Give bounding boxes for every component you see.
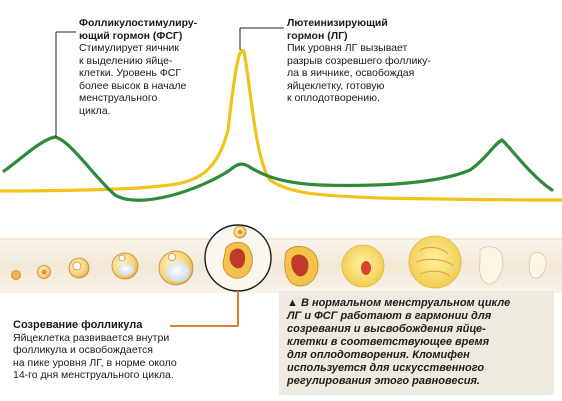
follicle-annotation: Созревание фолликула Яйцеклетка развивае… xyxy=(13,319,253,382)
fsh-description: Стимулирует яичник к выделению яйце- кле… xyxy=(79,42,187,117)
fsh-curve xyxy=(2,135,554,202)
ruptured-follicle xyxy=(284,246,319,287)
corpus-luteum-mature xyxy=(408,235,462,289)
follicle-stage-1 xyxy=(11,270,21,280)
lh-curve xyxy=(0,48,562,202)
lh-annotation: Лютеинизирующий гормон (ЛГ) Пик уровня Л… xyxy=(287,17,472,105)
info-text: В нормальном менструальном цикле ЛГ и ФС… xyxy=(287,297,511,387)
follicle-description: Яйцеклетка развивается внутри фолликула … xyxy=(13,331,177,382)
fsh-annotation: Фолликулостимулиру- ющий гормон (ФСГ) Ст… xyxy=(79,17,229,117)
triangle-marker-icon: ▲ xyxy=(287,297,298,309)
corpus-albicans xyxy=(479,246,504,285)
ovulation-highlight xyxy=(204,224,272,292)
follicle-stage-2 xyxy=(37,265,51,279)
corpus-albicans-late xyxy=(528,252,547,279)
ovary-band xyxy=(0,238,562,293)
corpus-luteum-early xyxy=(341,244,385,288)
lh-description: Пик уровня ЛГ вызывает разрыв созревшего… xyxy=(287,42,431,104)
follicle-stage-5 xyxy=(158,250,194,286)
follicle-stage-3 xyxy=(68,257,90,279)
info-box: ▲ В нормальном менструальном цикле ЛГ и … xyxy=(279,291,554,395)
fsh-title: Фолликулостимулиру- ющий гормон (ФСГ) xyxy=(79,17,198,42)
lh-title: Лютеинизирующий гормон (ЛГ) xyxy=(287,17,388,42)
follicle-title: Созревание фолликула xyxy=(13,319,143,331)
follicle-stage-4 xyxy=(111,252,139,280)
